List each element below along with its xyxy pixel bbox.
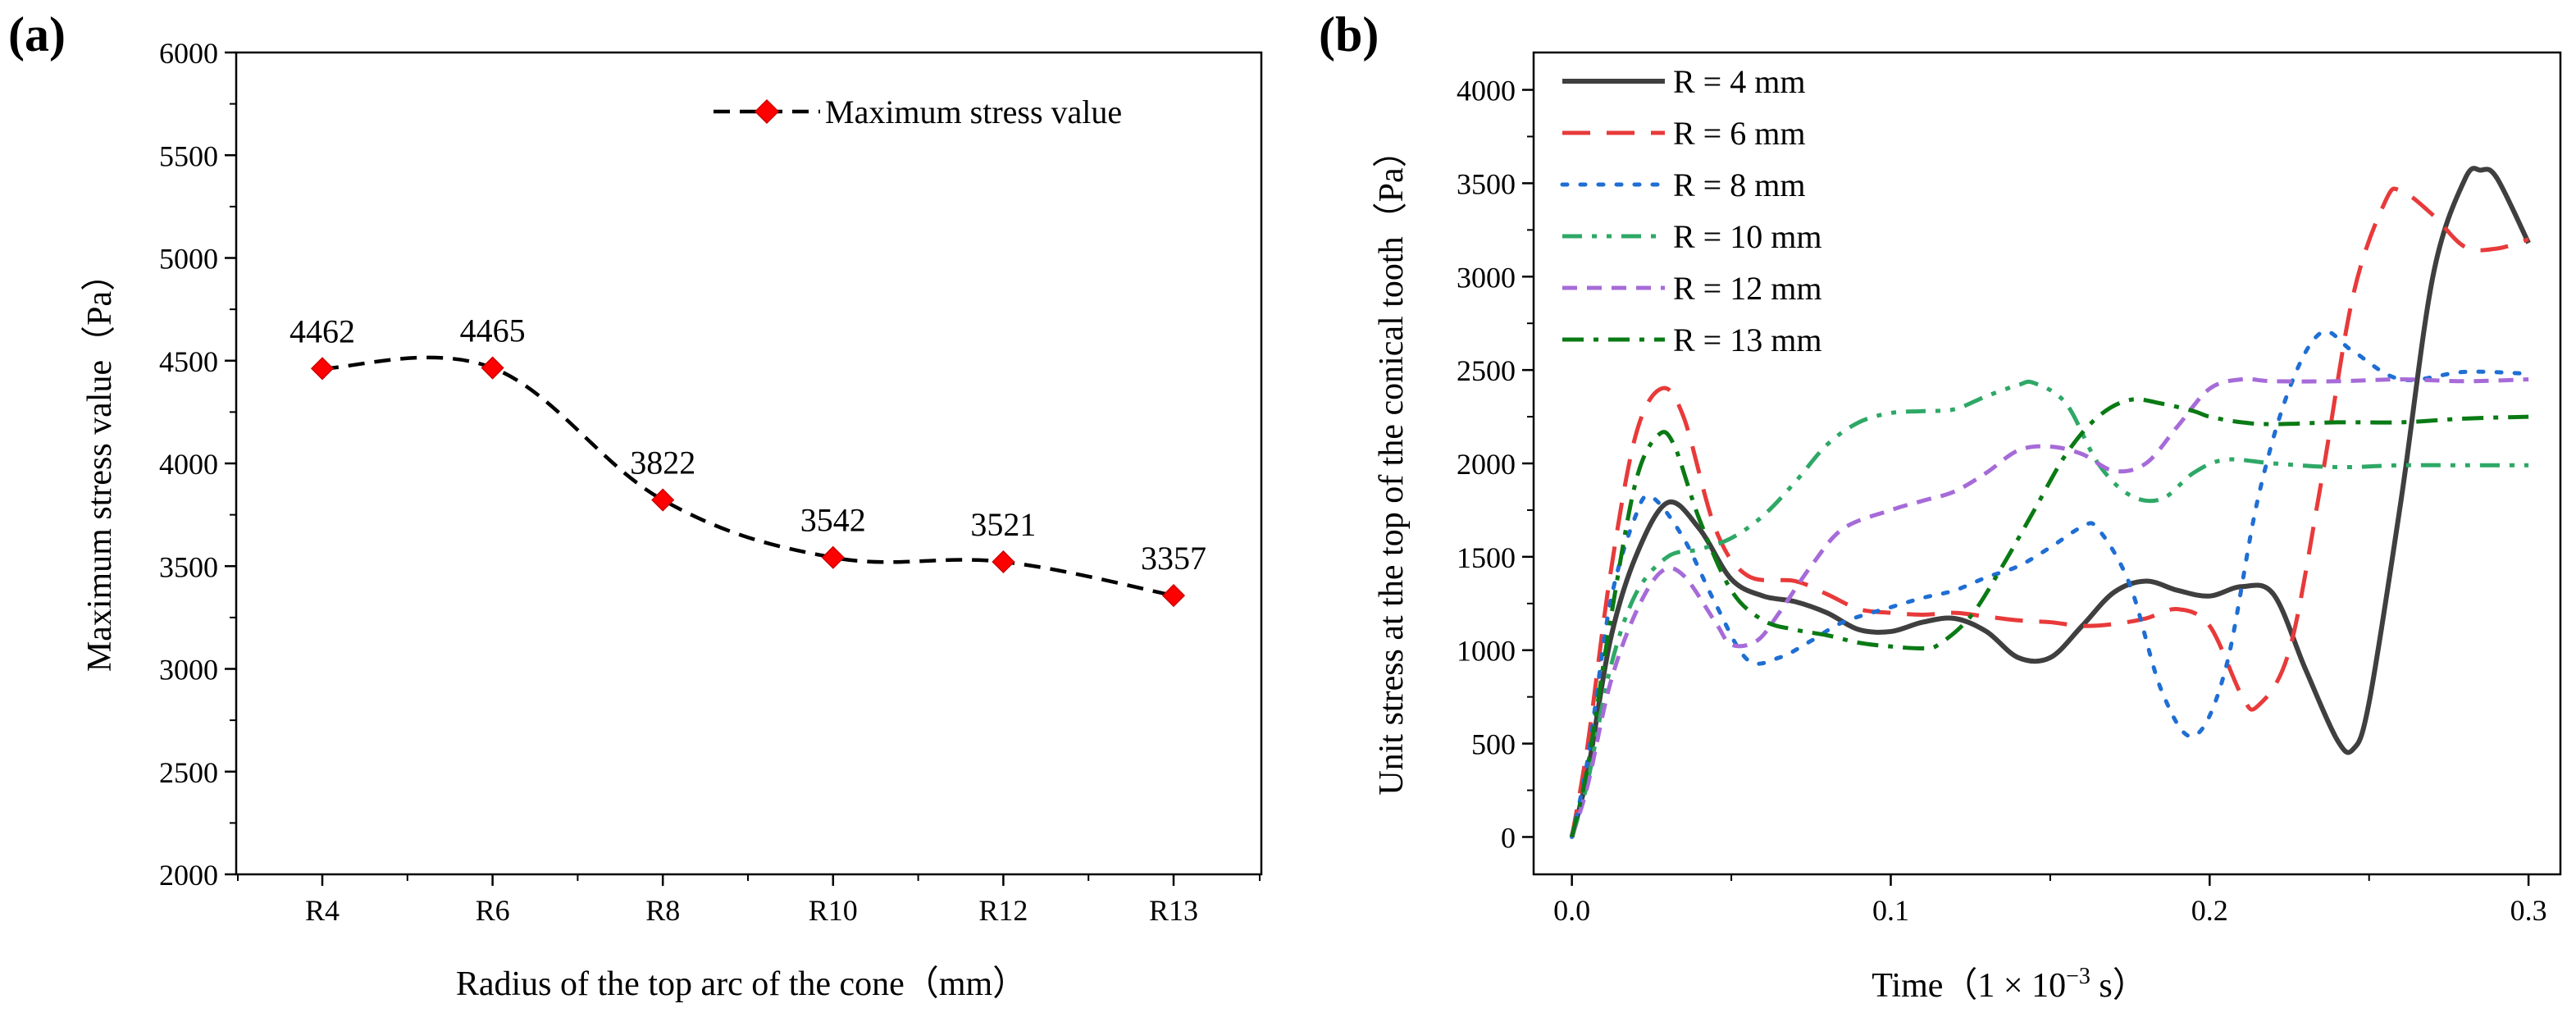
panel-b-x-axis: 0.0 0.1 0.2 0.3 [1553, 874, 2547, 927]
series-line [1570, 376, 2529, 838]
data-label: 3822 [630, 445, 695, 481]
y-tick-label: 3000 [1457, 261, 1516, 294]
panel-a-legend-marker [754, 98, 780, 125]
panel-a-y-axis: 2000 2500 3000 3500 4000 4500 5000 5500 6000 [159, 37, 236, 892]
panel-a-y-axis-label: Maximum stress value（Pa） [81, 257, 119, 672]
y-tick-label: 2000 [1457, 448, 1516, 481]
x-tick-label: R8 [645, 894, 680, 927]
y-tick-label: 6000 [159, 37, 218, 70]
legend-text: R = 12 mm [1673, 270, 1821, 307]
panel-a-series-line [321, 355, 1174, 598]
y-tick-label: 2500 [1457, 354, 1516, 387]
x-tick-label: 0.2 [2191, 894, 2228, 927]
panel-a-data-labels: 4462 4465 3822 3542 3521 3357 [290, 312, 1206, 577]
y-tick-label: 3500 [159, 550, 218, 583]
panel-a-legend: Maximum stress value [714, 94, 1122, 130]
panel-a-x-axis-label: Radius of the top arc of the cone（mm） [456, 965, 1027, 1003]
y-tick-label: 3000 [159, 654, 218, 687]
y-tick-label: 5500 [159, 139, 218, 172]
x-tick-label: R13 [1149, 894, 1198, 927]
series-line [1570, 329, 2531, 839]
y-tick-label: 2500 [159, 756, 218, 789]
panel-b-x-axis-label: Time（1 × 10−3 s） [1872, 964, 2147, 1005]
panel-a-plot-frame [235, 51, 1263, 876]
x-tick-label: 0.3 [2510, 894, 2547, 927]
panel-b-label: (b) [1319, 7, 1379, 62]
y-tick-label: 5000 [159, 243, 218, 276]
y-tick-label: 4000 [1457, 75, 1516, 107]
data-point-marker [310, 357, 335, 381]
data-point-marker [481, 356, 504, 380]
y-tick-label: 4500 [159, 345, 218, 378]
y-tick-label: 500 [1471, 728, 1516, 761]
panel-b-y-axis: 0 500 1000 1500 2000 2500 3000 3500 4000 [1457, 75, 1534, 854]
panel-a-x-axis: R4 R6 R8 R10 R12 R13 [237, 874, 1261, 927]
legend-text: R = 6 mm [1673, 115, 1805, 152]
data-point-marker [992, 550, 1015, 574]
panel-b-series-lines [1569, 166, 2531, 839]
panel-b: (b) 0 500 1000 1500 2000 2500 3000 3500 4000 0.0… [1319, 7, 2562, 1005]
x-tick-label: R4 [305, 894, 340, 927]
panel-a: (a) 2000 2500 3000 3500 4000 4500 5000 5500 6000… [8, 7, 1263, 1003]
legend-text: R = 13 mm [1673, 322, 1821, 358]
y-tick-label: 2000 [159, 859, 218, 892]
series-line [1569, 166, 2531, 838]
data-point-marker [821, 545, 845, 569]
series-line [1570, 186, 2529, 837]
y-tick-label: 1500 [1457, 541, 1516, 574]
y-tick-label: 0 [1501, 821, 1516, 854]
x-tick-label: 0.1 [1872, 894, 1909, 927]
panel-b-legend: R = 4 mm R = 6 mm R = 8 mm R = 10 mm R = 12 … [1560, 63, 1821, 358]
panel-b-y-axis-label: Unit stress at the top of the conical to… [1373, 133, 1411, 795]
x-tick-label: 0.0 [1553, 894, 1590, 927]
x-tick-label: R12 [978, 894, 1028, 927]
panel-a-markers [310, 356, 1186, 608]
panel-a-legend-text: Maximum stress value [825, 94, 1122, 130]
series-line [1570, 397, 2529, 837]
data-label: 4465 [460, 312, 526, 349]
data-label: 3357 [1141, 540, 1206, 577]
x-tick-label: R10 [809, 894, 858, 927]
data-label: 4462 [290, 312, 355, 349]
y-tick-label: 1000 [1457, 635, 1516, 668]
y-tick-label: 3500 [1457, 167, 1516, 200]
x-tick-label: R6 [476, 894, 510, 927]
data-point-marker [1161, 584, 1186, 608]
panel-a-label: (a) [8, 7, 66, 62]
data-label: 3521 [970, 506, 1036, 543]
series-line [1570, 379, 2529, 838]
data-label: 3542 [800, 502, 866, 539]
data-point-marker [651, 488, 675, 512]
y-tick-label: 4000 [159, 448, 218, 481]
legend-text: R = 10 mm [1673, 218, 1821, 255]
legend-text: R = 8 mm [1673, 167, 1805, 203]
legend-text: R = 4 mm [1673, 63, 1805, 100]
